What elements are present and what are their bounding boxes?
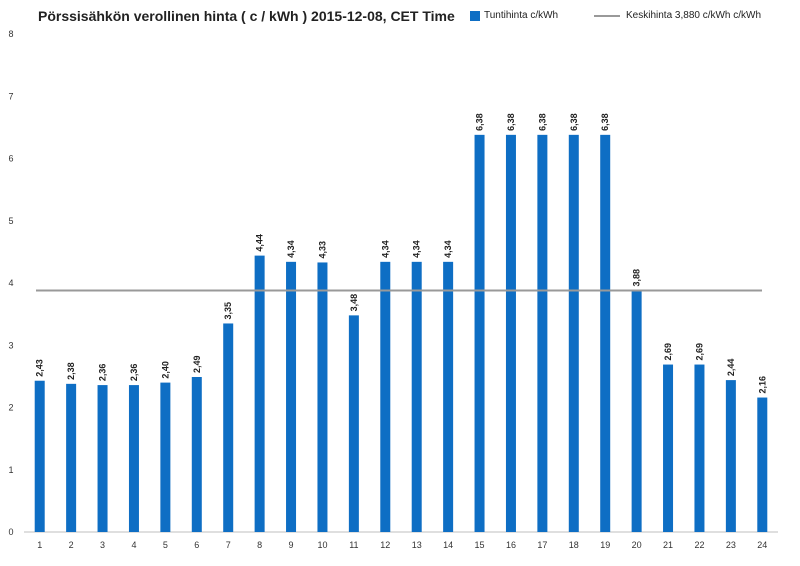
data-label: 6,38: [506, 113, 516, 131]
data-label: 2,43: [35, 359, 45, 377]
data-label: 4,44: [255, 234, 265, 252]
legend-item-bars: Tuntihinta c/kWh: [470, 10, 558, 21]
x-tick-label: 16: [506, 540, 516, 550]
y-tick-label: 5: [8, 216, 13, 226]
bar: [317, 262, 328, 532]
data-label: 2,40: [160, 361, 170, 379]
data-label: 2,69: [694, 343, 704, 361]
x-tick-label: 14: [443, 540, 453, 550]
data-label: 4,34: [412, 240, 422, 258]
bar: [631, 290, 642, 532]
x-tick-label: 10: [317, 540, 327, 550]
bar: [725, 380, 736, 532]
bar: [663, 364, 674, 532]
data-label: 2,49: [192, 355, 202, 373]
bar: [160, 382, 171, 532]
bar: [380, 261, 391, 532]
legend-bars-label: Tuntihinta c/kWh: [484, 10, 559, 21]
x-tick-label: 1: [37, 540, 42, 550]
x-tick-label: 24: [757, 540, 767, 550]
x-tick-label: 3: [100, 540, 105, 550]
data-label: 2,36: [129, 364, 139, 382]
x-tick-label: 12: [380, 540, 390, 550]
x-tick-label: 8: [257, 540, 262, 550]
y-tick-label: 3: [8, 340, 13, 350]
bar: [128, 385, 139, 532]
x-tick-label: 6: [194, 540, 199, 550]
bar: [694, 364, 705, 532]
bar: [600, 134, 611, 532]
x-tick-label: 15: [475, 540, 485, 550]
y-tick-label: 2: [8, 403, 13, 413]
data-label: 6,38: [600, 113, 610, 131]
bar: [505, 134, 516, 532]
legend-line-swatch: [594, 14, 620, 17]
x-tick-label: 22: [694, 540, 704, 550]
x-tick-label: 4: [131, 540, 136, 550]
bar: [66, 383, 77, 532]
y-tick-label: 8: [8, 29, 13, 39]
x-tick-label: 9: [289, 540, 294, 550]
data-label: 3,48: [349, 294, 359, 312]
data-label: 4,34: [443, 240, 453, 258]
bar: [537, 134, 548, 532]
x-tick-label: 2: [69, 540, 74, 550]
bar: [568, 134, 579, 532]
data-label: 4,34: [380, 240, 390, 258]
data-label: 6,38: [475, 113, 485, 131]
data-label: 2,16: [757, 376, 767, 394]
data-label: 2,69: [663, 343, 673, 361]
bar: [443, 261, 454, 532]
bar: [286, 261, 297, 532]
bar: [34, 380, 45, 532]
data-label: 3,88: [632, 269, 642, 287]
data-label: 2,36: [98, 364, 108, 382]
x-tick-label: 19: [600, 540, 610, 550]
x-tick-label: 18: [569, 540, 579, 550]
x-tick-label: 11: [349, 540, 358, 550]
data-label: 4,34: [286, 240, 296, 258]
bar: [223, 323, 234, 532]
legend-average-label: Keskihinta 3,880 c/kWh c/kWh: [626, 10, 762, 21]
bar: [191, 376, 202, 532]
bar: [757, 397, 768, 532]
data-label: 6,38: [537, 113, 547, 131]
data-label: 4,33: [317, 241, 327, 259]
data-label: 3,35: [223, 302, 233, 320]
x-tick-label: 13: [412, 540, 422, 550]
x-tick-label: 17: [537, 540, 547, 550]
x-tick-label: 21: [663, 540, 673, 550]
chart-title: Pörssisähkön verollinen hinta ( c / kWh …: [38, 8, 455, 24]
y-tick-label: 6: [8, 154, 13, 164]
bar: [474, 134, 485, 532]
x-tick-label: 20: [632, 540, 642, 550]
bar: [348, 315, 359, 532]
y-tick-label: 7: [8, 91, 13, 101]
bar: [97, 385, 108, 532]
data-label: 6,38: [569, 113, 579, 131]
x-tick-label: 23: [726, 540, 736, 550]
legend-item-average: Keskihinta 3,880 c/kWh c/kWh: [594, 10, 761, 21]
data-label: 2,38: [66, 362, 76, 380]
y-tick-label: 0: [8, 527, 13, 537]
y-tick-label: 1: [8, 465, 13, 475]
legend-bar-swatch: [470, 10, 480, 21]
x-tick-label: 7: [226, 540, 231, 550]
y-tick-label: 4: [8, 278, 13, 288]
x-tick-label: 5: [163, 540, 168, 550]
bar: [254, 255, 265, 533]
data-label: 2,44: [726, 359, 736, 377]
bar: [411, 261, 422, 532]
